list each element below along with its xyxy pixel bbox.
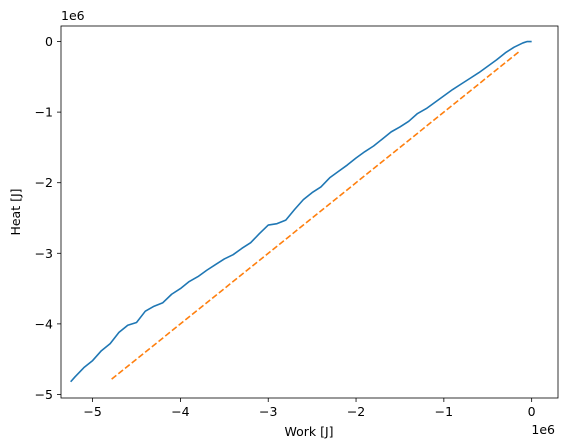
y-tick-label: −3 [35,246,53,261]
x-tick-label: 0 [528,404,536,419]
x-offset-label: 1e6 [531,422,555,437]
series-layer [70,40,532,383]
x-tick-label: −1 [435,404,453,419]
x-tick-label: −5 [83,404,101,419]
x-tick-label: −4 [171,404,189,419]
y-axis-label: Heat [J] [8,188,23,235]
plot-area [61,26,558,398]
y-axis-ticks: −5 −4 −3 −2 −1 0 [35,34,61,402]
y-tick-label: 0 [45,34,53,49]
x-axis-label: Work [J] [284,424,333,439]
y-offset-label: 1e6 [61,8,85,23]
x-tick-label: −3 [259,404,277,419]
y-tick-label: −2 [35,175,53,190]
series-line-2 [109,51,519,381]
x-tick-label: −2 [347,404,365,419]
x-axis-ticks: −5 −4 −3 −2 −1 0 [83,398,536,419]
y-tick-label: −4 [35,316,53,331]
series-line-1 [70,40,532,383]
y-tick-label: −1 [35,105,53,120]
plot-frame [60,25,559,399]
y-tick-label: −5 [35,387,53,402]
